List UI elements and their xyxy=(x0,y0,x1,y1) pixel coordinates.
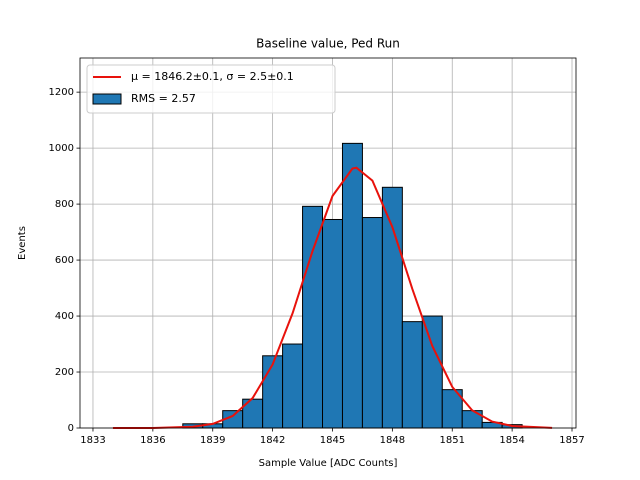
plot-frame xyxy=(79,57,577,429)
x-axis-label: Sample Value [ADC Counts] xyxy=(259,458,398,469)
x-tick-label: 1836 xyxy=(140,435,165,446)
y-tick-label: 1000 xyxy=(49,143,74,154)
x-tick-label: 1848 xyxy=(380,435,405,446)
x-tick-label: 1851 xyxy=(440,435,465,446)
legend-patch xyxy=(92,93,122,105)
histogram-bar xyxy=(381,186,403,429)
legend-label: RMS = 2.57 xyxy=(131,92,196,105)
histogram-bar xyxy=(421,315,443,429)
histogram-bar xyxy=(361,217,383,429)
x-tick-label: 1845 xyxy=(320,435,345,446)
histogram-bar xyxy=(262,355,284,429)
histogram-bar xyxy=(341,142,363,429)
y-tick-label: 1200 xyxy=(49,87,74,98)
chart-title: Baseline value, Ped Run xyxy=(256,37,400,51)
histogram-bar xyxy=(302,205,324,429)
y-tick-label: 800 xyxy=(55,199,74,210)
x-tick-label: 1839 xyxy=(200,435,225,446)
x-tick-label: 1842 xyxy=(260,435,285,446)
histogram-bar xyxy=(282,343,304,429)
y-axis-label: Events xyxy=(17,226,28,260)
x-tick-label: 1854 xyxy=(499,435,524,446)
y-tick-label: 200 xyxy=(55,367,74,378)
legend-box xyxy=(86,64,336,114)
x-tick-label: 1857 xyxy=(559,435,584,446)
histogram-bar xyxy=(322,218,343,429)
y-tick-label: 400 xyxy=(55,311,74,322)
x-tick-label: 1833 xyxy=(80,435,105,446)
histogram-bar xyxy=(401,321,423,429)
y-tick-label: 0 xyxy=(68,423,74,434)
legend-label: μ = 1846.2±0.1, σ = 2.5±0.1 xyxy=(131,70,294,83)
fit-line xyxy=(112,166,553,429)
y-tick-label: 600 xyxy=(55,255,74,266)
